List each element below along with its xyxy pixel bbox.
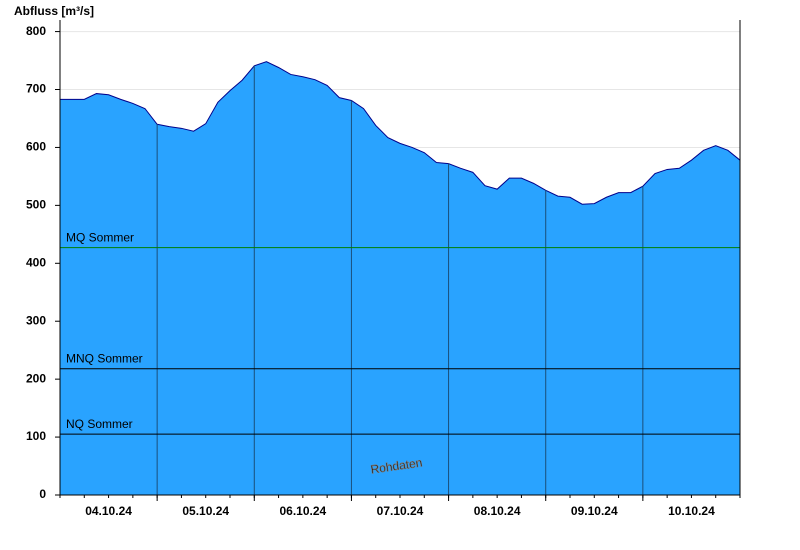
reference-label: MNQ Sommer [66, 352, 143, 366]
x-tick-label: 05.10.24 [182, 504, 229, 518]
x-tick-label: 08.10.24 [474, 504, 521, 518]
x-tick-label: 04.10.24 [85, 504, 132, 518]
y-tick-label: 100 [26, 429, 46, 443]
reference-label: MQ Sommer [66, 231, 134, 245]
x-tick-label: 09.10.24 [571, 504, 618, 518]
y-tick-label: 800 [26, 24, 46, 38]
y-tick-label: 300 [26, 313, 46, 327]
area [60, 61, 740, 496]
y-tick-label: 500 [26, 198, 46, 212]
x-tick-label: 07.10.24 [377, 504, 424, 518]
y-axis-label: Abfluss [m³/s] [14, 4, 94, 18]
y-tick-label: 400 [26, 255, 46, 269]
x-tick-label: 06.10.24 [279, 504, 326, 518]
y-tick-label: 0 [39, 487, 46, 501]
y-tick-label: 200 [26, 371, 46, 385]
y-tick-label: 700 [26, 82, 46, 96]
y-tick-label: 600 [26, 140, 46, 154]
reference-label: NQ Sommer [66, 417, 133, 431]
line [60, 61, 741, 205]
x-tick-label: 10.10.24 [668, 504, 715, 518]
